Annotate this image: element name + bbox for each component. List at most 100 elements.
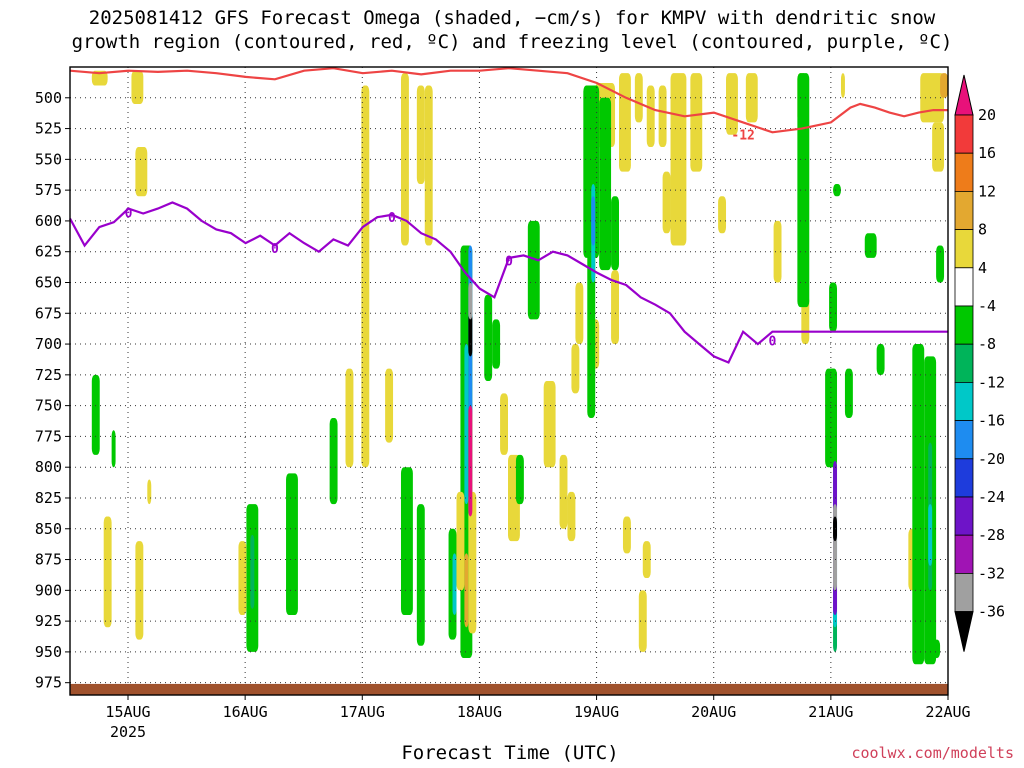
y-tick-label: 575: [35, 181, 62, 199]
grid-lines: [70, 67, 948, 695]
x-tick-label: 20AUG: [691, 703, 736, 721]
omega-shade-region: [928, 504, 933, 566]
omega-shade-region: [527, 220, 540, 320]
omega-shade-region: [385, 368, 394, 443]
omega-shade-region: [464, 344, 469, 505]
omega-shade-region: [103, 516, 112, 628]
omega-shade-region: [468, 313, 473, 357]
colorbar-segment: [954, 74, 974, 116]
x-tick-label: 22AUG: [925, 703, 970, 721]
omega-shade-region: [468, 282, 473, 320]
freezing-level-label: 0: [271, 242, 279, 257]
colorbar-segment: [954, 114, 974, 154]
source-credit: coolwx.com/modelts: [851, 744, 1014, 762]
y-tick-label: 650: [35, 273, 62, 291]
colorbar-segment: [954, 420, 974, 460]
colorbar-label: 16: [978, 144, 996, 162]
colorbar-segment: [954, 305, 974, 345]
omega-shade-region: [611, 270, 619, 345]
omega-shade-region: [416, 85, 425, 184]
omega-shade-region: [131, 70, 144, 104]
omega-shade-region: [599, 97, 612, 271]
y-tick-label: 500: [35, 89, 62, 107]
colorbar-label: -36: [978, 603, 1005, 621]
omega-shade-region: [622, 516, 631, 554]
omega-shade-region: [932, 122, 945, 172]
omega-shade-region: [618, 73, 631, 172]
omega-shade-region: [718, 196, 727, 234]
omega-shade-region: [662, 171, 671, 234]
omega-shade-region: [745, 73, 758, 123]
plot-frame: [69, 66, 949, 696]
omega-shade-region: [936, 245, 945, 283]
omega-shade-region: [591, 196, 596, 246]
ground-layer: [70, 683, 948, 695]
freezing-level-contour: [69, 201, 948, 364]
omega-shade-region: [801, 73, 806, 308]
omega-shade-region: [468, 491, 477, 634]
omega-shade-region: [773, 220, 782, 283]
y-axis-ticks: 500 525 550 575 600 625 650 675 700 725 750 775 800 8…: [35, 89, 70, 692]
omega-shade-region: [634, 73, 643, 123]
omega-shade-region: [844, 368, 853, 418]
colorbar-label: -16: [978, 412, 1005, 430]
omega-shade-region: [690, 73, 703, 172]
omega-shade-region: [575, 282, 584, 345]
y-tick-label: 550: [35, 150, 62, 168]
omega-shade-region: [638, 590, 647, 652]
omega-shade-region: [726, 73, 738, 135]
colorbar-label: -4: [978, 297, 996, 315]
colorbar-label: 12: [978, 182, 996, 200]
omega-shade-region: [670, 73, 687, 246]
omega-shade-region: [567, 491, 576, 542]
omega-shade-region: [864, 233, 877, 258]
y-tick-label: 900: [35, 581, 62, 599]
y-tick-label: 825: [35, 489, 62, 507]
colorbar-segment: [954, 229, 974, 269]
omega-shade-region: [400, 73, 409, 246]
x-tick-label: 18AUG: [457, 703, 502, 721]
omega-shade-region: [912, 344, 925, 665]
colorbar-label: -8: [978, 335, 996, 353]
omega-shade-region: [642, 541, 651, 579]
omega-shade-region: [940, 73, 948, 98]
colorbar-segment: [954, 267, 974, 307]
omega-shade-region: [611, 196, 619, 271]
y-tick-label: 950: [35, 643, 62, 661]
title-line-1: 2025081412 GFS Forecast Omega (shaded, −…: [88, 7, 936, 29]
omega-shade-region: [456, 491, 465, 591]
omega-shade-region: [658, 85, 667, 148]
omega-shade-region: [135, 147, 148, 197]
omega-shade-region: [329, 417, 338, 505]
colorbar-segment: [954, 496, 974, 536]
omega-shade-region: [840, 73, 845, 98]
chart-title: 2025081412 GFS Forecast Omega (shaded, −…: [0, 6, 1024, 54]
omega-shade-region: [111, 430, 116, 468]
omega-shade-region: [876, 344, 885, 375]
omega-shade-region: [543, 381, 556, 468]
omega-shade-region: [424, 85, 433, 246]
y-tick-label: 975: [35, 674, 62, 692]
omega-shade-region: [345, 368, 354, 468]
y-tick-label: 725: [35, 366, 62, 384]
freezing-level-label: 0: [388, 211, 396, 226]
omega-shade-region: [416, 504, 425, 646]
omega-shade-region: [559, 454, 568, 529]
omega-shade-region: [464, 553, 469, 628]
omega-shade-region: [147, 479, 152, 505]
omega-shade-region: [91, 70, 108, 86]
omega-shade-region: [829, 282, 838, 332]
freezing-level-label: 0: [768, 334, 776, 349]
colorbar-segment: [954, 534, 974, 574]
x-tick-label: 16AUG: [223, 703, 268, 721]
y-tick-label: 750: [35, 397, 62, 415]
omega-shade-region: [286, 473, 298, 615]
dgz-minus12-contour: [69, 67, 948, 134]
colorbar-segment: [954, 458, 974, 498]
omega-shade-region: [468, 405, 473, 517]
y-tick-label: 525: [35, 120, 62, 138]
omega-shade-region: [515, 454, 524, 505]
colorbar-label: -12: [978, 373, 1005, 391]
x-axis-ticks: 15AUG 2025 16AUG 17AUG 18AUG 19AUG 20AUG 21AUG 2…: [105, 695, 971, 741]
colorbar-label: -20: [978, 450, 1005, 468]
